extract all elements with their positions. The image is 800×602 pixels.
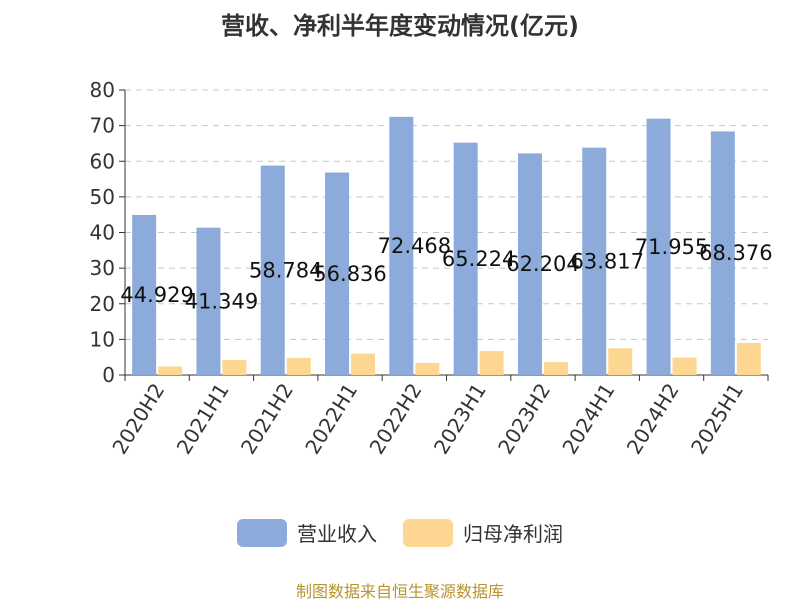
data-label-revenue: 63.817 [571, 249, 644, 273]
y-tick-label: 10 [90, 327, 115, 351]
legend-item-net-profit[interactable]: 归母净利润 [403, 518, 563, 547]
y-tick-label: 60 [90, 149, 115, 173]
x-category-label: 2023H2 [493, 379, 555, 458]
x-category-label: 2024H1 [557, 379, 619, 458]
bar-revenue [325, 172, 350, 375]
data-label-revenue: 65.224 [442, 247, 515, 271]
bar-net-profit [672, 357, 697, 375]
bar-revenue [646, 118, 671, 375]
x-category-label: 2023H1 [429, 379, 491, 458]
y-tick-label: 50 [90, 185, 115, 209]
data-label-revenue: 58.784 [249, 258, 322, 282]
y-tick-label: 20 [90, 292, 115, 316]
bar-net-profit [351, 353, 376, 375]
data-label-revenue: 56.836 [313, 262, 386, 286]
y-tick-label: 30 [90, 256, 115, 280]
data-label-revenue: 44.929 [120, 283, 193, 307]
legend-swatch-net-profit [403, 518, 453, 547]
bar-revenue [517, 153, 542, 375]
bar-net-profit [222, 360, 247, 375]
bar-revenue [453, 142, 478, 375]
bar-net-profit [415, 362, 440, 375]
x-category-label: 2022H2 [365, 379, 427, 458]
bar-revenue [389, 116, 414, 375]
x-category-label: 2020H2 [107, 379, 169, 458]
bar-net-profit [286, 357, 311, 375]
bar-revenue [710, 131, 735, 375]
bar-net-profit [158, 366, 183, 375]
data-label-revenue: 41.349 [185, 289, 258, 313]
legend: 营业收入 归母净利润 [0, 518, 800, 547]
x-category-label: 2021H2 [236, 379, 298, 458]
bar-net-profit [479, 351, 504, 375]
bar-net-profit [543, 362, 568, 375]
legend-item-revenue[interactable]: 营业收入 [237, 518, 377, 547]
x-category-label: 2025H1 [686, 379, 748, 458]
chart-title: 营收、净利半年度变动情况(亿元) [221, 12, 579, 40]
data-label-revenue: 62.204 [506, 252, 579, 276]
y-tick-label: 0 [102, 363, 115, 387]
bar-net-profit [608, 348, 633, 375]
x-category-label: 2021H1 [172, 379, 234, 458]
legend-label-net-profit: 归母净利润 [463, 522, 563, 546]
y-tick-label: 80 [90, 78, 115, 102]
legend-label-revenue: 营业收入 [297, 522, 377, 546]
y-tick-label: 40 [90, 221, 115, 245]
bar-revenue [582, 147, 607, 375]
data-label-revenue: 68.376 [699, 241, 772, 265]
x-category-label: 2024H2 [622, 379, 684, 458]
x-category-label: 2022H1 [300, 379, 362, 458]
bar-revenue [196, 227, 221, 375]
legend-swatch-revenue [237, 518, 287, 547]
bar-revenue [132, 214, 157, 375]
y-tick-label: 70 [90, 114, 115, 138]
data-label-revenue: 71.955 [635, 235, 708, 259]
data-source-note: 制图数据来自恒生聚源数据库 [295, 582, 504, 601]
bar-revenue [260, 165, 285, 375]
bar-net-profit [736, 342, 761, 375]
data-label-revenue: 72.468 [378, 234, 451, 258]
